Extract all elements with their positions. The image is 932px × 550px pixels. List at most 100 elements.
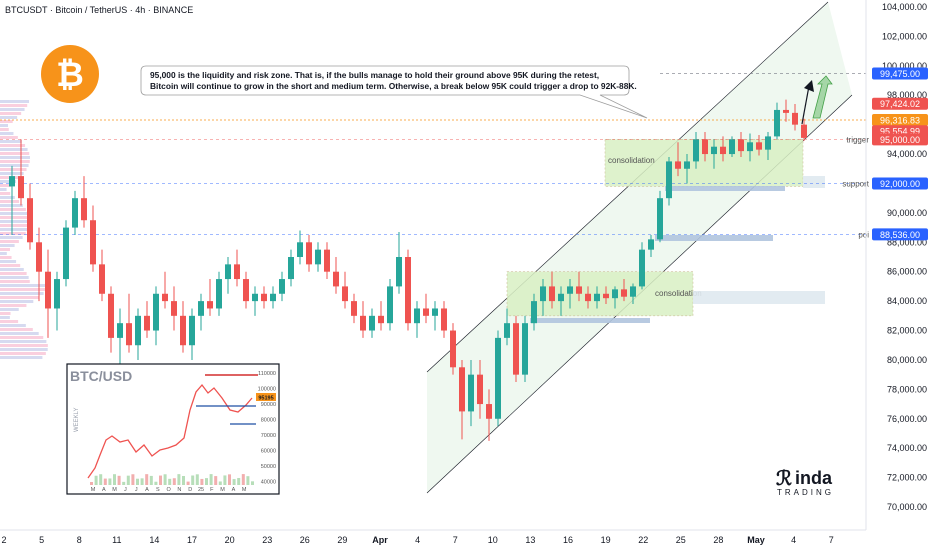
x-tick-label: 19 [601, 535, 611, 545]
volume-profile-bar [0, 224, 30, 227]
inset-x-tick: O [166, 487, 171, 493]
projection-arrows [801, 75, 833, 125]
candle-body [36, 242, 42, 272]
liquidity-zone [803, 176, 825, 188]
volume-profile-bar [0, 232, 26, 235]
volume-profile-bar [0, 332, 39, 335]
volume-profile [0, 100, 48, 359]
y-tick-label: 82,000.00 [887, 326, 927, 336]
volume-profile-bar [0, 196, 15, 199]
x-tick-label: 25 [676, 535, 686, 545]
volume-profile-bar [0, 300, 34, 303]
candle-body [702, 139, 708, 155]
inset-y-tick: 50000 [261, 464, 276, 470]
inset-volume-bar [145, 474, 149, 485]
candle-body [189, 315, 195, 346]
x-tick-label: 2 [1, 535, 6, 545]
candle-body [135, 315, 141, 346]
inset-volume-bar [186, 481, 190, 485]
x-tick-label: May [747, 535, 765, 545]
volume-profile-bar [0, 180, 16, 183]
price-badge-label: 92,000.00 [880, 179, 920, 189]
volume-profile-bar [0, 276, 29, 279]
inset-volume-bar [113, 474, 116, 485]
volume-profile-bar [0, 184, 12, 187]
y-tick-label: 78,000.00 [887, 384, 927, 394]
candle-body [243, 279, 249, 302]
candle-body [198, 301, 204, 316]
inset-volume-bar [182, 475, 185, 485]
bullish-arrow [812, 75, 833, 119]
volume-profile-bar [0, 272, 27, 275]
y-tick-label: 84,000.00 [887, 296, 927, 306]
candle-body [720, 146, 726, 155]
volume-profile-bar [0, 288, 47, 291]
x-tick-label: Apr [372, 535, 388, 545]
candle-body [387, 286, 393, 324]
inset-x-tick: J [124, 487, 127, 493]
y-tick-label: 72,000.00 [887, 473, 927, 483]
price-badge-label: 97,424.02 [880, 99, 920, 109]
inset-volume-bar [168, 478, 172, 485]
candle-body [666, 161, 672, 199]
candle-body [522, 323, 528, 375]
candle-body [153, 293, 159, 331]
level-label: trigger [846, 135, 869, 144]
candle-body [477, 374, 483, 405]
volume-profile-bar [0, 240, 19, 243]
y-tick-label: 98,000.00 [887, 90, 927, 100]
inset-volume-bar [131, 474, 135, 485]
consolidation-label: consolidation [608, 156, 655, 165]
inset-volume-bar [163, 474, 167, 485]
price-badge [872, 97, 928, 110]
inset-volume-bar [103, 478, 107, 485]
inset-volume-bar [232, 479, 236, 485]
candle-body [45, 271, 51, 309]
candle-body [171, 301, 177, 316]
candle-body [234, 264, 240, 280]
inset-y-tick: 80000 [261, 418, 276, 424]
candle-body [144, 315, 150, 331]
candle-body [18, 176, 24, 199]
candle-body [99, 264, 105, 294]
candle-body [729, 139, 735, 155]
candle-body [324, 249, 330, 272]
candles [9, 99, 807, 441]
inset-y-tick: 60000 [261, 449, 276, 455]
brand-logo-text: inda [795, 468, 833, 488]
candle-body [405, 257, 411, 324]
x-tick-label: 5 [39, 535, 44, 545]
candle-body [639, 249, 645, 287]
inset-x-tick: M [242, 487, 247, 493]
volume-profile-bar [0, 132, 14, 135]
candle-body [585, 293, 591, 302]
candle-body [279, 279, 285, 294]
inset-x-tick: D [188, 487, 192, 493]
x-tick-label: 4 [791, 535, 796, 545]
level-lines: trigger support poi [0, 73, 870, 239]
candle-body [162, 293, 168, 302]
y-tick-label: 100,000.00 [882, 61, 927, 71]
volume-profile-bar [0, 308, 19, 311]
volume-profile-bar [0, 356, 43, 359]
candle-body [252, 293, 258, 302]
y-tick-label: 76,000.00 [887, 414, 927, 424]
volume-profile-bar [0, 148, 28, 151]
inset-title: BTC/USD [70, 368, 132, 384]
volume-profile-bar [0, 104, 28, 107]
candle-body [459, 367, 465, 412]
channel-fill [427, 2, 852, 493]
candle-body [288, 257, 294, 280]
inset-volume-bar [136, 478, 139, 485]
volume-profile-bar [0, 296, 40, 299]
inset-y-tick: 40000 [261, 480, 276, 486]
volume-profile-bar [0, 168, 27, 171]
annotation-line-2: Bitcoin will continue to grow in the sho… [150, 81, 637, 91]
volume-profile-bar [0, 220, 30, 223]
x-tick-label: 13 [525, 535, 535, 545]
candle-body [351, 301, 357, 316]
chart-title: BTCUSDT · Bitcoin / TetherUS · 4h · BINA… [5, 5, 193, 15]
candle-body [63, 227, 69, 280]
candle-body [756, 142, 762, 150]
